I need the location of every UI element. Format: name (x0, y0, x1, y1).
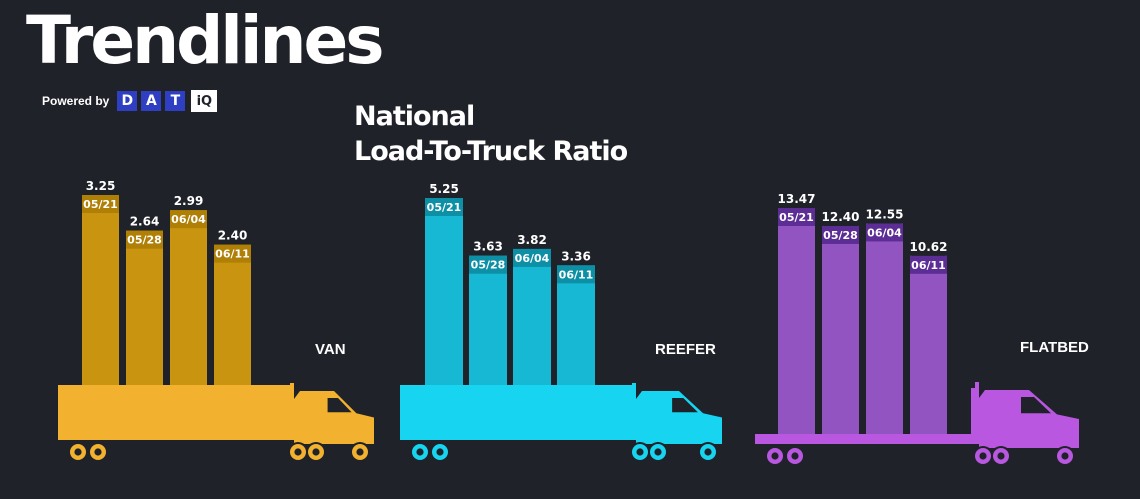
flatbed-value-bg-06-11 (912, 237, 945, 256)
van-date-label-05-28: 05/28 (127, 234, 162, 247)
chart-title: National Load-To-Truck Ratio (354, 100, 628, 169)
flatbed-wheel-3-hub (979, 452, 987, 460)
flatbed-value-bg-05-28 (824, 207, 857, 226)
van-date-tag-05-28 (126, 230, 163, 249)
flatbed-value-bg-05-21 (780, 190, 813, 208)
van-wheel-5-hub (356, 448, 364, 456)
flatbed-category-label: FLATBED (1020, 339, 1089, 356)
flatbed-date-tag-05-28 (822, 225, 859, 244)
flatbed-wheel-4-hub (997, 452, 1005, 460)
flatbed-value-label-06-11: 10.62 (910, 240, 948, 254)
reefer-truck-icon (400, 383, 722, 444)
flatbed-bar-06-11 (910, 255, 947, 434)
logo-iq: iQ (191, 90, 218, 112)
van-truck-icon (58, 383, 374, 444)
flatbed-value-label-05-21: 13.47 (778, 192, 816, 206)
flatbed-wheel-5-hub (1061, 452, 1069, 460)
van-category-label: VAN (315, 341, 346, 358)
van-wheel-1-hub (74, 448, 82, 456)
reefer-date-label-06-11: 06/11 (559, 268, 594, 281)
reefer-value-label-05-21: 5.25 (429, 182, 459, 196)
van-bar-05-28 (126, 230, 163, 385)
reefer-bar-06-11 (557, 265, 595, 385)
logo-letter-a: A (141, 91, 162, 111)
flatbed-wheel-1-hub (771, 452, 779, 460)
powered-by-label: Powered by (42, 94, 110, 108)
chart-title-line1: National (354, 101, 475, 132)
van-wheel-4-hub (312, 448, 320, 456)
flatbed-bulkhead (971, 388, 977, 436)
reefer-wheel-5-hub (704, 448, 712, 456)
reefer-cab (636, 391, 722, 444)
flatbed-bar-06-04 (866, 223, 903, 434)
flatbed-date-tag-06-11 (910, 255, 947, 274)
reefer-wheel-1-hub (416, 448, 424, 456)
reefer-cab-window (672, 398, 698, 413)
van-wheel-2-hub (94, 448, 102, 456)
flatbed-wheel-2-hub (791, 452, 799, 460)
van-cab-window (327, 398, 352, 413)
flatbed-value-label-06-04: 12.55 (866, 207, 904, 221)
van-date-label-06-11: 06/11 (215, 248, 250, 261)
reefer-trailer (400, 385, 632, 440)
flatbed-date-label-05-21: 05/21 (779, 211, 814, 224)
flatbed-cab (979, 390, 1079, 448)
van-value-label-06-11: 2.40 (218, 229, 248, 243)
reefer-wheel-3-hub (636, 448, 644, 456)
logo-letter-d: D (117, 91, 138, 111)
reefer-category-label: REEFER (655, 341, 716, 358)
van-trailer (58, 385, 290, 440)
reefer-value-label-05-28: 3.63 (473, 240, 503, 254)
van-date-label-05-21: 05/21 (83, 198, 118, 211)
reefer-wheel-4-hub (654, 448, 662, 456)
van-value-label-05-21: 3.25 (86, 179, 116, 193)
van-cab (294, 391, 374, 444)
reefer-date-label-06-04: 06/04 (515, 252, 550, 265)
flatbed-flatbed-deck (755, 434, 981, 444)
reefer-wheel-2-hub (436, 448, 444, 456)
flatbed-value-bg-06-04 (868, 205, 901, 224)
flatbed-cab-window (1021, 397, 1051, 414)
logo-letter-t: T (165, 91, 186, 111)
van-date-tag-05-21 (82, 195, 119, 213)
flatbed-date-tag-05-21 (778, 208, 815, 226)
reefer-date-label-05-21: 05/21 (427, 201, 462, 214)
van-date-label-06-04: 06/04 (171, 213, 206, 226)
reefer-bar-05-28 (469, 255, 507, 385)
van-wheel-3-hub (294, 448, 302, 456)
reefer-date-tag-05-21 (425, 198, 463, 216)
reefer-date-tag-05-28 (469, 255, 507, 274)
van-bar-05-21 (82, 195, 119, 385)
flatbed-truck-icon (755, 382, 1079, 448)
chart-title-line2: Load-To-Truck Ratio (354, 135, 628, 167)
reefer-bar-05-21 (425, 198, 463, 385)
flatbed-bar-05-28 (822, 225, 859, 434)
van-value-label-06-04: 2.99 (174, 194, 204, 208)
flatbed-date-label-06-11: 06/11 (911, 259, 946, 272)
flatbed-bar-05-21 (778, 208, 815, 434)
van-date-tag-06-11 (214, 244, 251, 263)
van-date-tag-06-04 (170, 210, 207, 229)
flatbed-date-label-06-04: 06/04 (867, 226, 902, 239)
powered-by-dat-iq: Powered by D A T iQ (42, 90, 218, 112)
van-value-label-05-28: 2.64 (130, 215, 160, 229)
van-bar-06-04 (170, 210, 207, 385)
reefer-exhaust (632, 383, 636, 440)
flatbed-value-label-05-28: 12.40 (822, 210, 860, 224)
reefer-value-label-06-11: 3.36 (561, 249, 591, 263)
reefer-date-label-05-28: 05/28 (471, 259, 506, 272)
reefer-bar-06-04 (513, 248, 551, 385)
brand-title: Trendlines (26, 2, 385, 79)
reefer-value-label-06-04: 3.82 (517, 233, 547, 247)
van-bar-06-11 (214, 244, 251, 385)
flatbed-date-tag-06-04 (866, 223, 903, 242)
van-exhaust (290, 383, 294, 440)
flatbed-exhaust (975, 382, 979, 444)
flatbed-date-label-05-28: 05/28 (823, 229, 858, 242)
reefer-date-tag-06-04 (513, 248, 551, 267)
reefer-date-tag-06-11 (557, 265, 595, 284)
